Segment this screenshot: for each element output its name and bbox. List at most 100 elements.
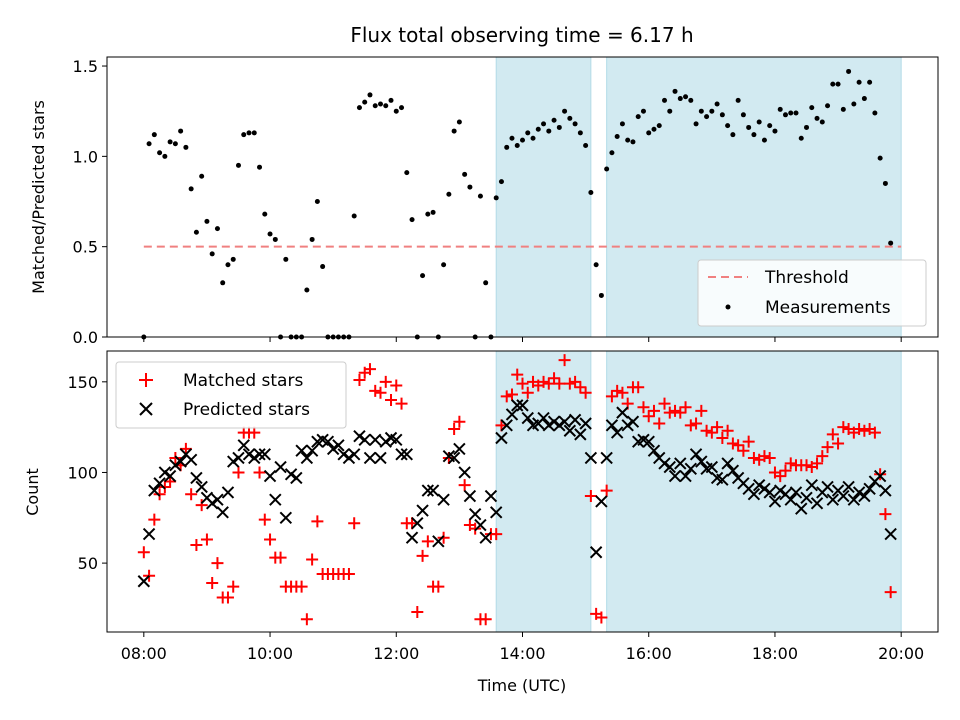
predicted-star-point	[232, 451, 245, 465]
predicted-star-point	[447, 451, 461, 465]
predicted-star-point	[758, 482, 771, 495]
legend-matched-swatch	[139, 373, 153, 387]
matched-star-point	[563, 377, 576, 390]
matched-star-point	[500, 390, 513, 403]
measurement-point	[420, 273, 426, 279]
measurement-point	[441, 262, 447, 268]
x-tick-label: 08:00	[121, 644, 167, 663]
predicted-star-point	[668, 469, 682, 483]
predicted-star-point	[190, 471, 203, 485]
bottom-legend: Matched stars Predicted stars	[115, 361, 347, 429]
measurement-point	[399, 105, 405, 111]
matched-star-point	[300, 613, 313, 626]
predicted-star-point	[884, 527, 897, 541]
matched-star-point	[669, 404, 682, 417]
predicted-star-point	[511, 399, 524, 412]
measurement-point	[651, 126, 657, 132]
predicted-star-point	[800, 491, 813, 505]
matched-star-point	[206, 577, 219, 590]
matched-star-point	[874, 468, 887, 481]
matched-star-point	[295, 580, 308, 593]
measurement-point	[372, 103, 378, 109]
measurement-point	[235, 162, 241, 168]
predicted-star-point	[432, 535, 445, 548]
predicted-star-point	[858, 489, 871, 503]
predicted-star-point	[353, 429, 366, 443]
matched-star-point	[584, 490, 597, 503]
matched-star-point	[353, 374, 366, 387]
bottom-y-axis-label: Count	[23, 468, 42, 516]
predicted-star-point	[489, 506, 503, 519]
top-y-tick-label: 0.0	[73, 328, 98, 347]
measurement-point	[867, 79, 873, 85]
matched-star-point	[458, 479, 471, 492]
measurement-point	[388, 97, 394, 103]
matched-star-point	[253, 466, 266, 479]
matched-star-point	[737, 444, 750, 457]
measurement-point	[677, 96, 683, 102]
measurement-point	[514, 143, 520, 149]
measurement-point	[814, 115, 820, 121]
top-y-axis: 0.0 0.5 1.0 1.5	[73, 57, 107, 347]
matched-star-point	[637, 401, 650, 414]
measurement-point	[688, 97, 694, 103]
predicted-star-point	[873, 469, 887, 483]
measurement-point	[483, 280, 489, 286]
predicted-star-point	[752, 478, 766, 492]
predicted-star-point	[347, 448, 361, 461]
measurement-point	[846, 68, 852, 74]
predicted-star-point	[879, 484, 892, 497]
predicted-star-point	[553, 419, 566, 432]
measurement-point	[714, 101, 720, 107]
measurement-point	[767, 123, 773, 129]
measurement-point	[567, 115, 573, 121]
predicted-star-point	[747, 488, 761, 501]
shaded-interval	[495, 350, 592, 633]
measurement-point	[704, 114, 710, 120]
predicted-star-point	[521, 411, 534, 425]
measurement-point	[257, 164, 263, 170]
predicted-star-point	[774, 484, 787, 497]
chart-title: Flux total observing time = 6.17 h	[350, 23, 693, 47]
measurement-point	[262, 211, 268, 217]
matched-star-point	[348, 517, 361, 530]
predicted-star-point	[705, 460, 719, 474]
measurement-point	[151, 132, 157, 138]
top-panel: 0.0 0.5 1.0 1.5 Matched/Predicted stars Thr…	[29, 56, 939, 347]
predicted-star-point	[768, 495, 782, 508]
predicted-star-point	[453, 442, 466, 456]
predicted-star-point	[205, 497, 219, 510]
measurement-point	[509, 135, 515, 141]
measurement-point	[467, 184, 473, 190]
predicted-star-point	[610, 426, 624, 439]
measurement-point	[183, 144, 189, 150]
bottom-legend-box	[115, 361, 347, 429]
measurement-point	[609, 150, 615, 156]
measurement-point	[425, 211, 431, 217]
matched-star-point	[521, 386, 534, 399]
matched-star-point	[511, 368, 524, 381]
predicted-star-point	[810, 497, 824, 510]
matched-star-point	[600, 484, 613, 497]
measurement-point	[562, 108, 568, 114]
measurement-point	[804, 124, 810, 130]
measurement-point	[462, 171, 468, 177]
measurement-point	[877, 155, 883, 161]
measurement-point	[819, 119, 825, 125]
predicted-star-point	[542, 419, 556, 432]
measurement-point	[572, 121, 578, 127]
x-tick-label: 14:00	[499, 644, 545, 663]
matched-star-point	[200, 533, 213, 546]
measurement-point	[672, 88, 678, 94]
matched-star-point	[616, 386, 629, 399]
measurement-point	[788, 110, 794, 116]
matched-star-point	[374, 386, 387, 399]
predicted-star-point	[142, 527, 156, 541]
predicted-star-point	[674, 457, 687, 470]
x-tick-label: 16:00	[626, 644, 672, 663]
matched-star-point	[537, 375, 550, 388]
predicted-star-point	[169, 459, 182, 472]
matched-star-point	[274, 551, 287, 564]
matched-star-point	[816, 450, 829, 463]
matched-star-point	[684, 419, 697, 432]
